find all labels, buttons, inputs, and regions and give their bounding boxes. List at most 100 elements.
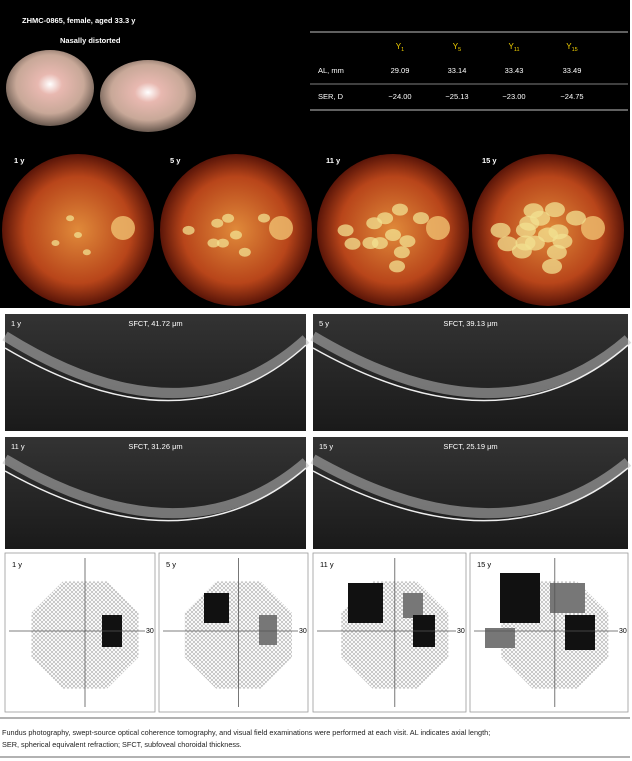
fundus-label: 15 y	[482, 156, 497, 165]
table-cell: 33.43	[505, 66, 524, 75]
lesion	[238, 247, 251, 257]
sfct-label: SFCT, 31.26 μm	[128, 442, 182, 451]
lesion	[497, 236, 518, 252]
lesion	[66, 215, 75, 222]
rpe-line	[312, 467, 629, 522]
lesion	[391, 203, 408, 216]
header-sub: 5	[458, 47, 461, 53]
caption-line: SER, spherical equivalent refraction; SF…	[2, 740, 242, 749]
lesion	[337, 224, 354, 237]
optic-disc	[111, 216, 135, 240]
table-cell: 33.49	[563, 66, 582, 75]
lesion	[412, 212, 429, 225]
row-label: SER, D	[318, 92, 344, 101]
oct-label: 11 y	[11, 442, 25, 451]
table-cell: −23.00	[502, 92, 525, 101]
vf-label: 11 y	[320, 560, 334, 569]
fundus-label: 5 y	[170, 156, 181, 165]
header-sub: 15	[572, 47, 578, 53]
vf-defect	[403, 593, 423, 618]
lesion	[344, 237, 361, 250]
eye-note: Nasally distorted	[60, 36, 121, 45]
fundus-photo	[2, 154, 154, 306]
oct-label: 5 y	[319, 319, 329, 328]
lesion	[216, 238, 229, 248]
lesion	[182, 225, 195, 235]
vf-defect	[500, 573, 540, 623]
fundus-label: 11 y	[326, 156, 341, 165]
table-cell: −25.13	[445, 92, 468, 101]
sfct-label: SFCT, 25.19 μm	[443, 442, 497, 451]
fundus-photo	[160, 154, 312, 306]
table-header: Y11	[508, 42, 519, 53]
lesion	[548, 224, 569, 240]
retina-band	[2, 454, 310, 519]
lesion	[544, 202, 565, 218]
lesion	[230, 230, 242, 240]
retina-band	[2, 331, 310, 398]
table-cell: 33.14	[448, 66, 467, 75]
caption-line: Fundus photography, swept-source optical…	[2, 728, 490, 737]
optic-disc	[426, 216, 450, 240]
lesion	[257, 213, 270, 223]
vf-axis-label: 30	[457, 628, 465, 635]
lesion	[51, 240, 60, 247]
header-sub: 11	[514, 47, 520, 53]
retina-band	[310, 331, 632, 399]
lesion	[366, 217, 383, 230]
oct-label: 15 y	[319, 442, 333, 451]
lesion	[511, 243, 532, 259]
oct-label: 1 y	[11, 319, 21, 328]
lesion	[385, 229, 401, 241]
optic-disc	[269, 216, 293, 240]
header-base: Y	[396, 42, 402, 51]
retina-band	[310, 454, 632, 519]
vf-defect	[204, 593, 229, 623]
header-base: Y	[508, 42, 514, 51]
row-label: AL, mm	[318, 66, 344, 75]
fundus-label: 1 y	[14, 156, 25, 165]
lesion	[82, 249, 91, 256]
lesion	[523, 203, 544, 219]
lesion	[207, 238, 220, 248]
rpe-line	[312, 344, 629, 402]
vf-defect	[259, 615, 277, 645]
table-header: Y5	[453, 42, 461, 53]
table-header: Y15	[566, 42, 577, 53]
eye-photo	[6, 50, 94, 126]
table-cell: 29.09	[391, 66, 410, 75]
vf-axis-label: 30	[619, 628, 627, 635]
lesion	[542, 258, 563, 274]
lesion	[393, 246, 410, 259]
table-cell: −24.75	[560, 92, 583, 101]
vf-axis-label: 30	[299, 628, 307, 635]
eye-photo	[100, 60, 196, 132]
header-base: Y	[566, 42, 572, 51]
table-header: Y1	[396, 42, 404, 53]
vf-defect	[550, 583, 585, 613]
lesion	[211, 218, 224, 228]
header-base: Y	[453, 42, 459, 51]
lesion	[222, 213, 235, 223]
lesion	[389, 260, 406, 273]
lesion	[399, 235, 416, 248]
table-cell: −24.00	[388, 92, 411, 101]
header-sub: 1	[401, 47, 404, 53]
vf-defect	[565, 615, 595, 650]
lesion	[371, 237, 388, 250]
vf-label: 5 y	[166, 560, 176, 569]
sfct-label: SFCT, 39.13 μm	[443, 319, 497, 328]
rpe-line	[4, 344, 307, 402]
vf-label: 1 y	[12, 560, 22, 569]
sfct-label: SFCT, 41.72 μm	[128, 319, 182, 328]
vf-axis-label: 30	[146, 628, 154, 635]
figure-title: ZHMC-0865, female, aged 33.3 y	[22, 16, 136, 25]
optic-disc	[581, 216, 605, 240]
lesion	[74, 232, 82, 238]
vf-defect	[348, 583, 383, 623]
vf-label: 15 y	[477, 560, 491, 569]
lesion	[490, 222, 511, 238]
lesion	[515, 222, 536, 238]
rpe-line	[4, 467, 307, 522]
